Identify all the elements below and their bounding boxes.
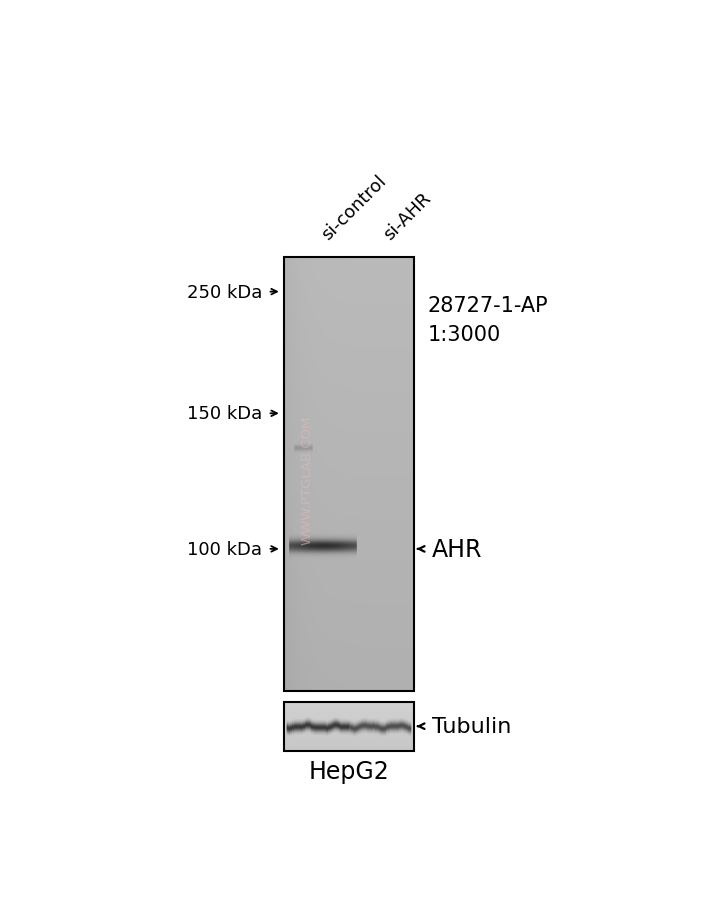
Text: HepG2: HepG2 (309, 759, 389, 784)
Text: WWW.PTGLAB.COM: WWW.PTGLAB.COM (300, 415, 313, 545)
Text: si-AHR: si-AHR (380, 189, 434, 244)
Bar (284, 258, 414, 692)
Bar (284, 692, 414, 702)
Text: Tubulin: Tubulin (432, 716, 512, 736)
Text: 250 kDa: 250 kDa (186, 283, 262, 301)
Text: 28727-1-AP
1:3000: 28727-1-AP 1:3000 (428, 295, 548, 345)
Text: 100 kDa: 100 kDa (187, 540, 262, 558)
Text: 150 kDa: 150 kDa (187, 405, 262, 423)
Text: AHR: AHR (432, 538, 483, 561)
Text: si-control: si-control (318, 172, 390, 244)
Bar (284, 702, 414, 750)
